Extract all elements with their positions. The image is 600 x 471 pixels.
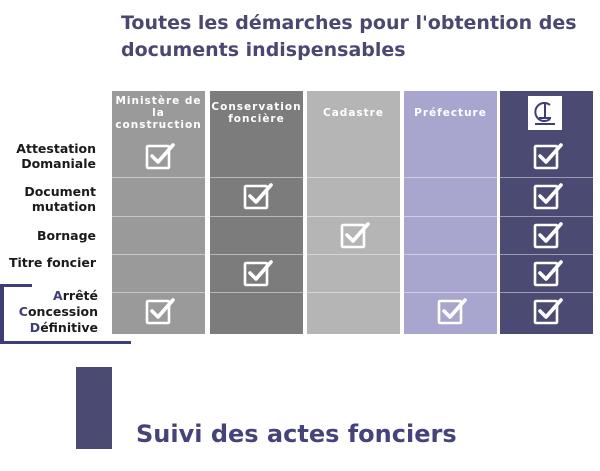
check-icon <box>533 220 563 250</box>
check-icon <box>437 296 467 326</box>
column-3: Préfecture <box>404 91 497 334</box>
page-title: Toutes les démarches pour l'obtention de… <box>121 12 577 61</box>
row-label-arrete-frame: Arrêté Concession Définitive <box>0 284 131 344</box>
column-header-0: Ministère de la construction <box>115 95 202 131</box>
row-label-arrete: Arrêté Concession Définitive <box>19 288 98 336</box>
row-divider <box>210 292 303 293</box>
row-divider <box>307 177 400 178</box>
row-divider <box>210 177 303 178</box>
row-label-titre: Titre foncier <box>8 255 96 270</box>
label-part: éfinitive <box>40 320 98 335</box>
row-divider <box>500 177 593 178</box>
row-divider <box>307 292 400 293</box>
row-divider <box>307 254 400 255</box>
check-icon <box>340 220 370 250</box>
cl-logo-icon <box>528 96 562 130</box>
row-divider <box>210 254 303 255</box>
column-header-1: Conservation foncière <box>211 101 302 125</box>
row-divider <box>112 177 205 178</box>
check-icon <box>243 181 273 211</box>
label-part: oncession <box>27 304 98 319</box>
row-divider <box>404 216 497 217</box>
check-icon <box>533 258 563 288</box>
check-icon <box>533 181 563 211</box>
check-icon <box>145 141 175 171</box>
row-divider <box>500 254 593 255</box>
acronym-letter-a: A <box>53 288 63 303</box>
check-icon <box>533 296 563 326</box>
column-header-3: Préfecture <box>414 107 487 119</box>
row-divider <box>404 177 497 178</box>
row-divider <box>112 216 205 217</box>
row-divider <box>112 292 205 293</box>
row-divider <box>500 292 593 293</box>
label-part: rrêté <box>62 288 98 303</box>
row-label-bornage: Bornage <box>36 228 96 243</box>
row-label-document: Document mutation <box>24 184 96 214</box>
acronym-letter-c: C <box>18 304 28 319</box>
section-accent-bar <box>76 367 112 449</box>
section-title: Suivi des actes fonciers <box>136 420 457 448</box>
row-divider <box>500 216 593 217</box>
row-divider <box>404 292 497 293</box>
acronym-letter-d: D <box>29 320 41 335</box>
check-icon <box>533 141 563 171</box>
column-header-2: Cadastre <box>323 107 384 119</box>
row-label-attestation: Attestation Domaniale <box>16 141 96 171</box>
row-divider <box>112 254 205 255</box>
column-0: Ministère de la construction <box>112 91 205 334</box>
row-divider <box>404 254 497 255</box>
column-1: Conservation foncière <box>210 91 303 334</box>
column-4 <box>500 91 593 334</box>
check-icon <box>145 296 175 326</box>
row-divider <box>210 216 303 217</box>
column-2: Cadastre <box>307 91 400 334</box>
row-divider <box>307 216 400 217</box>
check-icon <box>243 258 273 288</box>
